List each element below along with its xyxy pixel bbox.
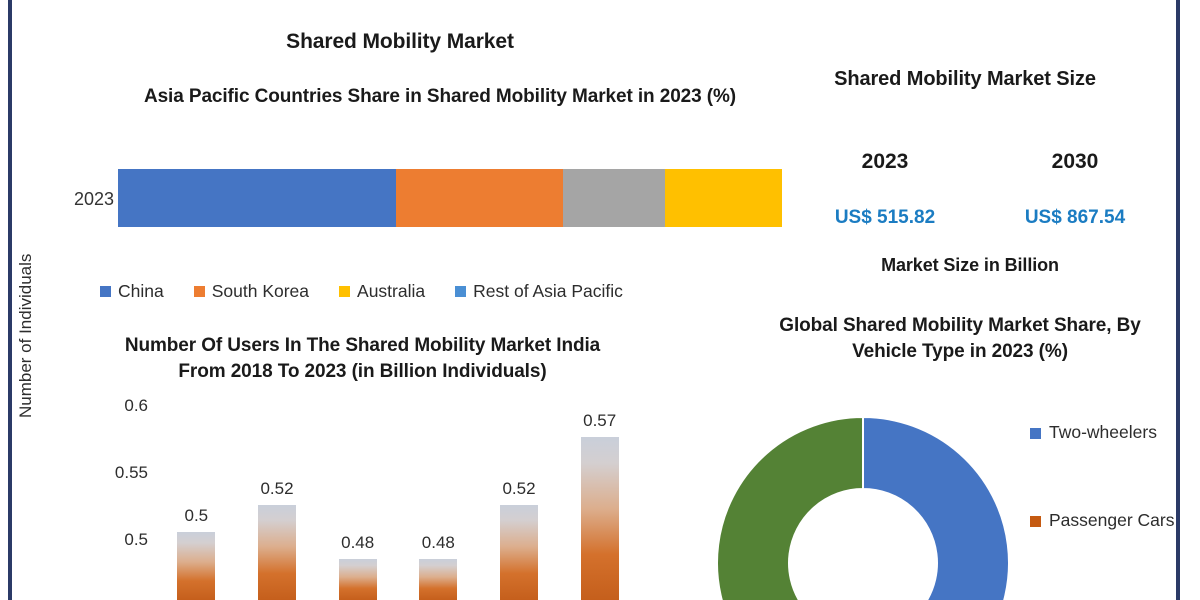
legend-swatch-icon bbox=[1030, 515, 1041, 527]
legend-swatch-icon bbox=[455, 285, 467, 297]
legend-label: Rest of Asia Pacific bbox=[473, 280, 623, 301]
bar bbox=[500, 504, 538, 600]
bar bbox=[338, 559, 377, 600]
legend-swatch-icon bbox=[100, 285, 111, 297]
legend-swatch-icon bbox=[1030, 428, 1041, 439]
market-size-year-base: 2023 bbox=[861, 150, 909, 173]
bar-data-label: 0.48 bbox=[341, 533, 375, 553]
stacked-bar-segment-rest bbox=[665, 169, 782, 227]
market-size-year-forecast: 2030 bbox=[1051, 150, 1099, 173]
bar-data-label: 0.52 bbox=[260, 478, 294, 498]
y-axis-tick-label: 0.55 bbox=[114, 463, 148, 482]
legend-swatch-icon bbox=[339, 285, 351, 297]
right-border-rail bbox=[1176, 0, 1180, 600]
legend-label: China bbox=[118, 280, 164, 301]
market-size-value-forecast: US$ 867.54 bbox=[1024, 207, 1126, 228]
market-size-value-base: US$ 515.82 bbox=[834, 207, 936, 228]
users-bar-chart-plot-area: 0.5 0.52 0.48 0.48 0.52 0.57 bbox=[156, 396, 640, 600]
users-bar-chart-y-axis-label: Number of Individuals bbox=[16, 253, 35, 418]
bar bbox=[419, 559, 458, 600]
legend-swatch-icon bbox=[193, 285, 205, 297]
users-bar-chart-title: Number Of Users In The Shared Mobility M… bbox=[124, 335, 601, 382]
stacked-bar-segment-south-korea bbox=[396, 169, 563, 227]
stacked-bar-category-label: 2023 bbox=[73, 189, 114, 209]
infographic-main-title: Shared Mobility Market bbox=[286, 30, 514, 53]
legend-item-china: China bbox=[100, 281, 164, 302]
stacked-bar-legend: China South Korea Australia Rest of Asia… bbox=[100, 278, 780, 304]
legend-item-south-korea: South Korea bbox=[193, 280, 310, 302]
donut-slice-other bbox=[716, 415, 864, 600]
legend-item-passenger-cars: Passenger Cars bbox=[1030, 510, 1190, 532]
stacked-bar-chart bbox=[118, 169, 782, 227]
stacked-bar-segment-china bbox=[118, 169, 397, 227]
legend-item-australia: Australia bbox=[339, 281, 425, 302]
legend-item-rest-of-asia-pacific: Rest of Asia Pacific bbox=[455, 281, 623, 302]
bar-data-label: 0.5 bbox=[184, 506, 209, 525]
legend-item-two-wheelers: Two-wheelers bbox=[1030, 422, 1190, 444]
users-bar-chart: Number of Individuals 0.6 0.55 0.5 0.5 0.… bbox=[16, 254, 640, 600]
bar-data-label: 0.52 bbox=[502, 478, 536, 498]
bar bbox=[580, 436, 619, 600]
legend-label: Passenger Cars bbox=[1049, 509, 1175, 530]
bar bbox=[258, 504, 296, 600]
legend-label: Two-wheelers bbox=[1049, 422, 1157, 442]
y-axis-tick-label: 0.5 bbox=[124, 530, 148, 549]
bar bbox=[177, 532, 216, 600]
legend-label: Australia bbox=[357, 280, 426, 301]
left-border-rail bbox=[8, 0, 12, 600]
donut-chart-title: Global Shared Mobility Market Share, By … bbox=[779, 315, 1141, 362]
bar-data-label: 0.57 bbox=[583, 410, 617, 430]
donut-chart-svg bbox=[716, 415, 1010, 600]
stacked-bar-segment-australia bbox=[562, 169, 666, 227]
bar-data-label: 0.48 bbox=[421, 533, 455, 553]
market-size-title: Shared Mobility Market Size bbox=[834, 68, 1096, 90]
stacked-bar-chart-title: Asia Pacific Countries Share in Shared M… bbox=[143, 86, 737, 107]
donut-chart bbox=[713, 413, 1013, 600]
market-size-unit-note: Market Size in Billion bbox=[881, 255, 1059, 275]
legend-label: South Korea bbox=[211, 280, 310, 301]
donut-chart-legend: Two-wheelers Passenger Cars bbox=[1030, 422, 1190, 532]
donut-slice-two-wheelers bbox=[862, 415, 1010, 600]
y-axis-tick-label: 0.6 bbox=[124, 396, 148, 415]
